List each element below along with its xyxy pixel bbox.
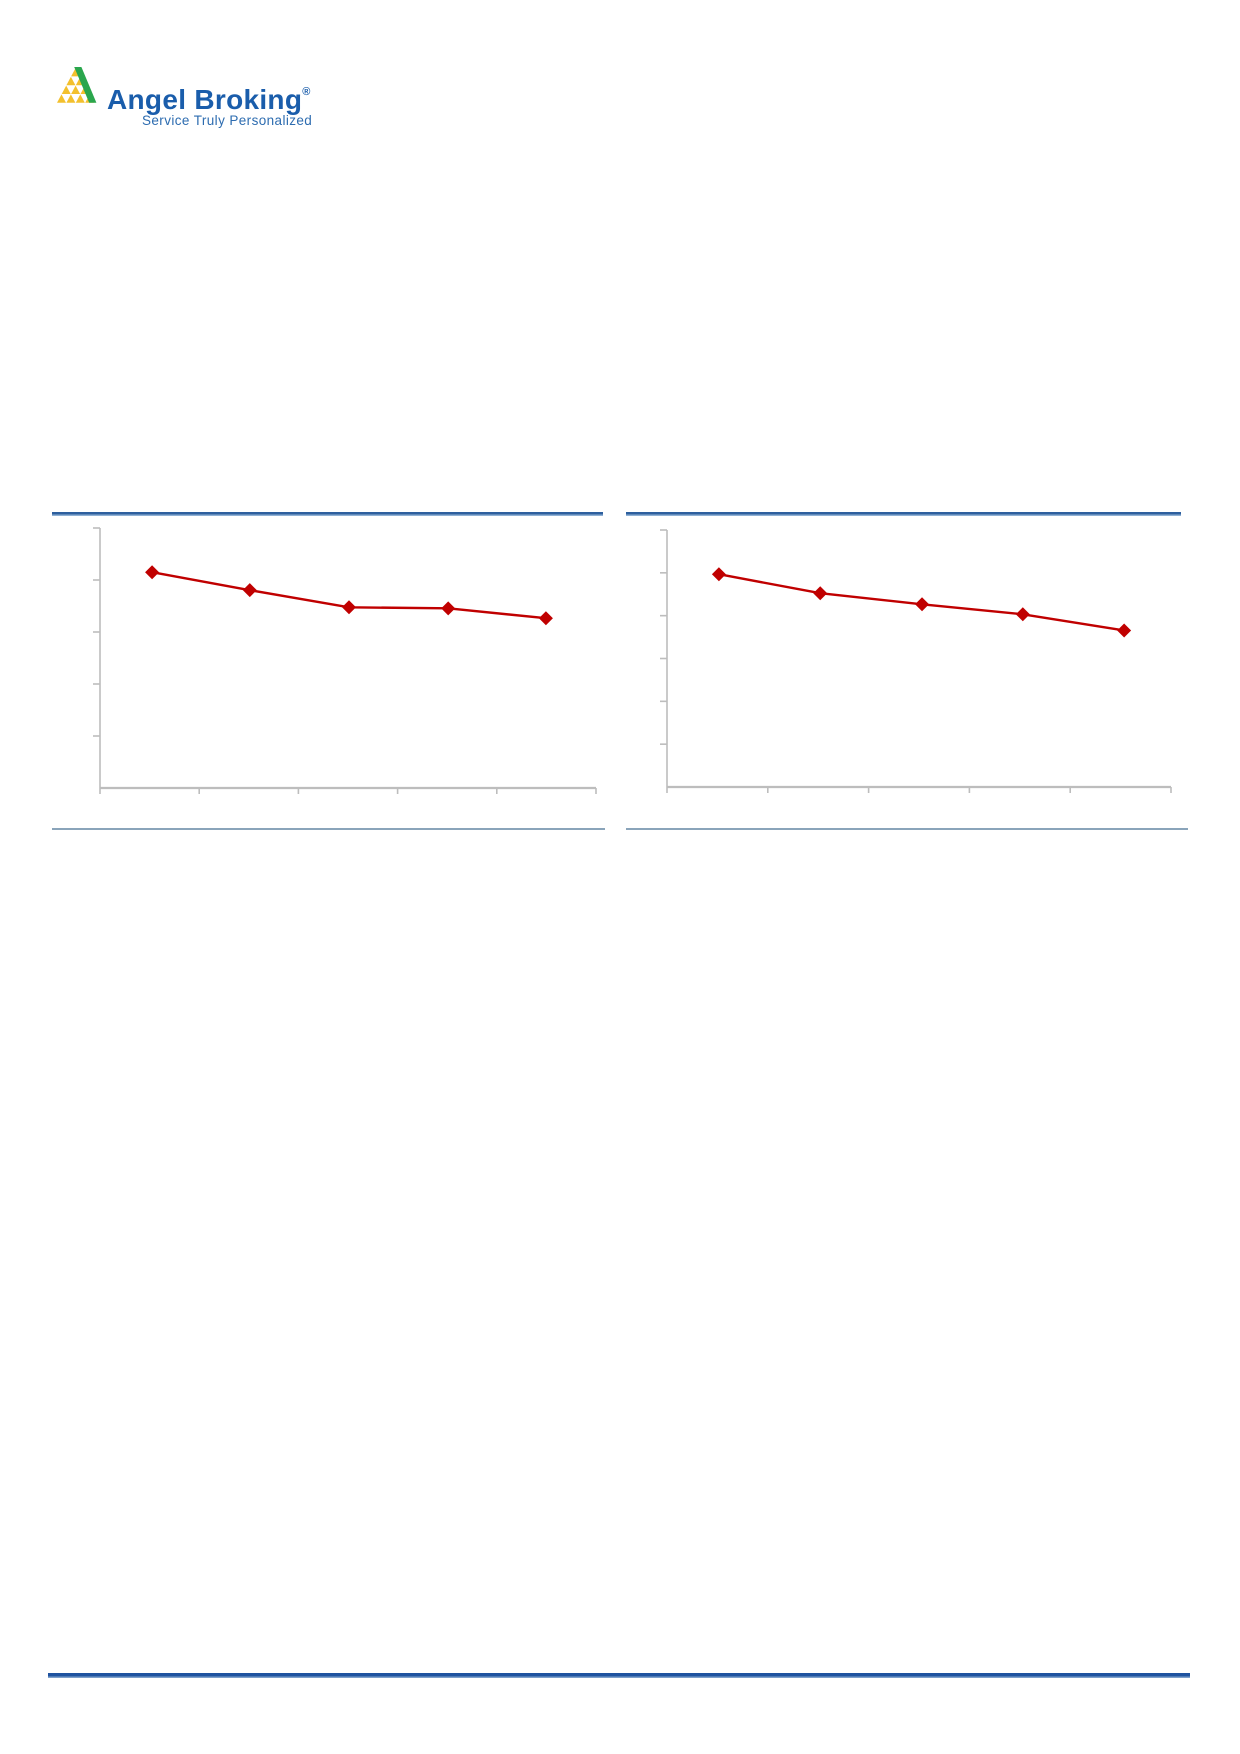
left-line-chart <box>93 527 597 794</box>
brand-name-line: Angel Broking® <box>107 84 311 116</box>
left-chart-header-rule <box>52 512 603 516</box>
brand-name: Angel Broking <box>107 84 303 115</box>
brand-tagline: Service Truly Personalized <box>142 113 313 128</box>
angel-broking-logo-mark-icon <box>57 67 97 103</box>
angel-broking-logo: Angel Broking® Service Truly Personalize… <box>57 67 477 137</box>
registered-mark-icon: ® <box>302 86 311 98</box>
right-line-chart <box>660 529 1172 793</box>
right-chart-footer-rule <box>626 828 1188 830</box>
page-footer-rule <box>48 1673 1190 1678</box>
left-chart-footer-rule <box>52 828 605 830</box>
right-chart-header-rule <box>626 512 1181 516</box>
